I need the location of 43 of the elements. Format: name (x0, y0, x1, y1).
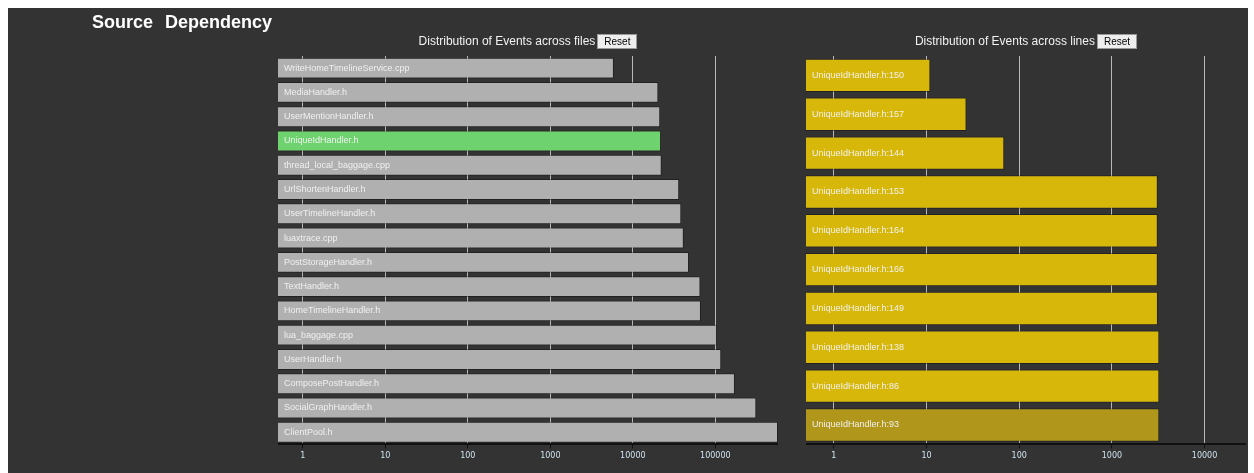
x-tick-label: 10000 (620, 451, 646, 461)
x-tick-label: 10000 (1191, 451, 1218, 461)
y-tick-label: luaxtrace.cpp (284, 232, 338, 243)
x-tick-label: 1000 (1101, 451, 1123, 461)
x-tick-label: 100 (1011, 451, 1027, 461)
x-tick-label: 10 (921, 451, 932, 461)
text: Dependency (165, 12, 273, 33)
y-tick-label: UniqueIdHandler.h:164 (812, 225, 905, 236)
x-tick-label: 100000 (700, 451, 731, 461)
y-tick-label: lua_baggage.cpp (284, 329, 354, 340)
y-tick-label: ComposePostHandler.h (284, 378, 380, 389)
text: Reset (1096, 34, 1138, 49)
y-tick-label: UniqueIdHandler.h:86 (812, 380, 900, 391)
x-tick-label: 100 (460, 451, 476, 461)
y-tick-label: UniqueIdHandler.h:150 (812, 69, 905, 80)
x-tick-label: 1000 (540, 451, 561, 461)
y-tick-label: UniqueIdHandler.h:149 (812, 302, 905, 313)
y-tick-label: UrlShortenHandler.h (284, 184, 366, 194)
text: Source (92, 12, 154, 33)
y-tick-label: UserHandler.h (284, 353, 342, 364)
y-tick-label: UserMentionHandler.h (284, 111, 374, 122)
y-tick-label: UniqueIdHandler.h:138 (812, 341, 905, 352)
y-tick-label: WriteHomeTimelineService.cpp (284, 62, 410, 73)
y-tick-label: UniqueIdHandler.h (284, 135, 359, 146)
y-tick-label: UniqueIdHandler.h:93 (812, 419, 900, 430)
y-tick-label: ClientPool.h (284, 426, 333, 437)
chart-title: Distribution of Events across lines (914, 34, 1095, 48)
x-tick-label: 1 (300, 451, 306, 461)
y-tick-label: UniqueIdHandler.h:144 (812, 147, 905, 158)
y-tick-label: TextHandler.h (284, 281, 340, 292)
y-tick-label: HomeTimelineHandler.h (284, 305, 381, 316)
y-tick-label: UniqueIdHandler.h:166 (812, 264, 905, 275)
chart-title: Distribution of Events across files (418, 34, 596, 48)
y-tick-label: SocialGraphHandler.h (284, 402, 373, 413)
y-tick-label: UniqueIdHandler.h:153 (812, 186, 905, 197)
x-tick-label: 10 (380, 451, 391, 461)
y-tick-label: UniqueIdHandler.h:157 (812, 108, 905, 119)
text: Reset (597, 34, 638, 49)
y-tick-label: PostStorageHandler.h (284, 256, 373, 267)
x-tick-label: 1 (831, 451, 837, 461)
y-tick-label: thread_local_baggage.cpp (284, 159, 391, 170)
y-tick-label: UserTimelineHandler.h (284, 208, 376, 219)
y-tick-label: MediaHandler.h (284, 86, 348, 97)
